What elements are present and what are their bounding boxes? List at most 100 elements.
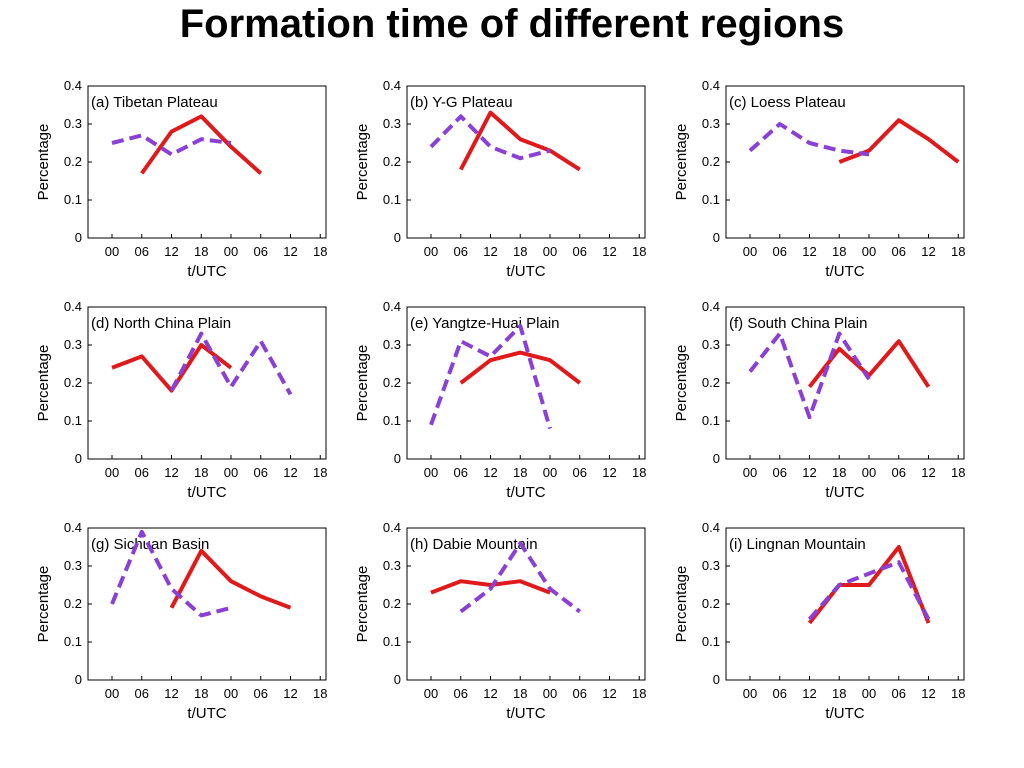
y-tick-label: 0.3	[702, 116, 720, 131]
x-tick-label: 18	[513, 686, 527, 701]
y-tick-label: 0	[394, 672, 401, 687]
x-tick-label: 00	[743, 465, 757, 480]
x-tick-label: 12	[921, 465, 935, 480]
x-axis-label: t/UTC	[825, 484, 864, 501]
x-tick-label: 18	[194, 244, 208, 259]
y-tick-label: 0.2	[64, 154, 82, 169]
y-tick-label: 0.2	[702, 154, 720, 169]
panel-title: (f) South China Plain	[729, 315, 867, 332]
y-tick-label: 0.4	[383, 520, 401, 535]
x-axis-label: t/UTC	[187, 263, 226, 280]
x-tick-label: 18	[313, 465, 327, 480]
y-tick-label: 0	[394, 230, 401, 245]
y-tick-label: 0.1	[383, 634, 401, 649]
y-axis-label: Percentage	[35, 345, 52, 422]
panel-title: (c) Loess Plateau	[729, 94, 846, 111]
y-tick-label: 0	[75, 230, 82, 245]
x-tick-label: 06	[773, 244, 787, 259]
x-axis-label: t/UTC	[506, 263, 545, 280]
axes-frame	[725, 85, 965, 239]
series-line-solid	[111, 343, 233, 393]
y-tick-label: 0.1	[702, 192, 720, 207]
y-axis-label: Percentage	[354, 345, 371, 422]
x-axis-label: t/UTC	[187, 484, 226, 501]
y-tick-label: 0.3	[383, 116, 401, 131]
x-tick-label: 18	[313, 244, 327, 259]
axes-frame	[87, 85, 327, 239]
x-tick-label: 06	[573, 686, 587, 701]
series-line-solid	[140, 114, 263, 175]
axes-frame	[725, 527, 965, 681]
x-tick-label: 00	[424, 686, 438, 701]
y-tick-label: 0.3	[383, 558, 401, 573]
chart-panel-d: 0 0.1 0.2 0.3 0.4 00 06 12 18 00 06 12 18 t/UTC Percen…	[35, 299, 327, 501]
series-line-dashed	[169, 331, 293, 396]
x-tick-label: 18	[832, 244, 846, 259]
x-tick-label: 00	[424, 244, 438, 259]
x-tick-label: 06	[454, 244, 468, 259]
x-tick-label: 00	[543, 244, 557, 259]
series-line-dashed	[429, 324, 552, 430]
x-tick-label: 00	[224, 686, 238, 701]
x-tick-label: 18	[632, 686, 646, 701]
x-tick-label: 00	[543, 465, 557, 480]
y-tick-label: 0	[713, 672, 720, 687]
y-tick-label: 0.4	[64, 520, 82, 535]
x-tick-label: 12	[921, 686, 935, 701]
x-tick-label: 00	[743, 244, 757, 259]
y-axis-label: Percentage	[354, 124, 371, 201]
series-line-dashed	[459, 541, 582, 614]
x-tick-label: 18	[632, 244, 646, 259]
y-tick-label: 0.2	[383, 375, 401, 390]
x-axis-label: t/UTC	[187, 705, 226, 722]
x-tick-label: 06	[773, 465, 787, 480]
series-line-solid	[459, 350, 582, 385]
y-tick-label: 0.3	[64, 337, 82, 352]
y-tick-label: 0.2	[383, 154, 401, 169]
panel-title: (i) Lingnan Mountain	[729, 536, 866, 553]
y-tick-label: 0.2	[383, 596, 401, 611]
x-tick-label: 00	[224, 465, 238, 480]
y-tick-label: 0	[75, 672, 82, 687]
y-tick-label: 0.3	[702, 337, 720, 352]
x-tick-label: 18	[313, 686, 327, 701]
x-axis-label: t/UTC	[506, 705, 545, 722]
y-tick-label: 0.1	[702, 634, 720, 649]
y-tick-label: 0.1	[702, 413, 720, 428]
slide-title: Formation time of different regions	[179, 2, 845, 46]
y-tick-label: 0.4	[383, 78, 401, 93]
y-tick-label: 0.4	[702, 78, 720, 93]
x-tick-label: 06	[892, 686, 906, 701]
y-axis-label: Percentage	[35, 566, 52, 643]
series-line-dashed	[748, 122, 870, 157]
x-tick-label: 06	[254, 686, 268, 701]
x-axis-label: t/UTC	[825, 705, 864, 722]
chart-panel-e: 0 0.1 0.2 0.3 0.4 00 06 12 18 00 06 12 18 t/UTC Percen…	[354, 299, 646, 501]
y-tick-label: 0.1	[64, 634, 82, 649]
y-tick-label: 0	[713, 451, 720, 466]
x-tick-label: 12	[602, 686, 616, 701]
x-tick-label: 00	[543, 686, 557, 701]
panel-title: (h) Dabie Mountain	[410, 536, 538, 553]
y-tick-label: 0.3	[702, 558, 720, 573]
x-tick-label: 12	[483, 686, 497, 701]
panel-title: (e) Yangtze-Huai Plain	[410, 315, 560, 332]
x-tick-label: 00	[105, 465, 119, 480]
x-tick-label: 00	[424, 465, 438, 480]
x-tick-label: 18	[632, 465, 646, 480]
series-line-solid	[430, 579, 551, 595]
x-tick-label: 12	[602, 244, 616, 259]
x-tick-label: 12	[164, 465, 178, 480]
x-tick-label: 12	[483, 244, 497, 259]
x-tick-label: 18	[513, 465, 527, 480]
x-tick-label: 12	[802, 686, 816, 701]
y-tick-label: 0.4	[383, 299, 401, 314]
panel-title: (d) North China Plain	[91, 315, 231, 332]
y-tick-label: 0.4	[702, 520, 720, 535]
x-tick-label: 06	[135, 686, 149, 701]
y-tick-label: 0.2	[64, 375, 82, 390]
x-tick-label: 12	[921, 244, 935, 259]
x-axis-label: t/UTC	[825, 263, 864, 280]
x-tick-label: 18	[513, 244, 527, 259]
y-tick-label: 0.1	[64, 192, 82, 207]
